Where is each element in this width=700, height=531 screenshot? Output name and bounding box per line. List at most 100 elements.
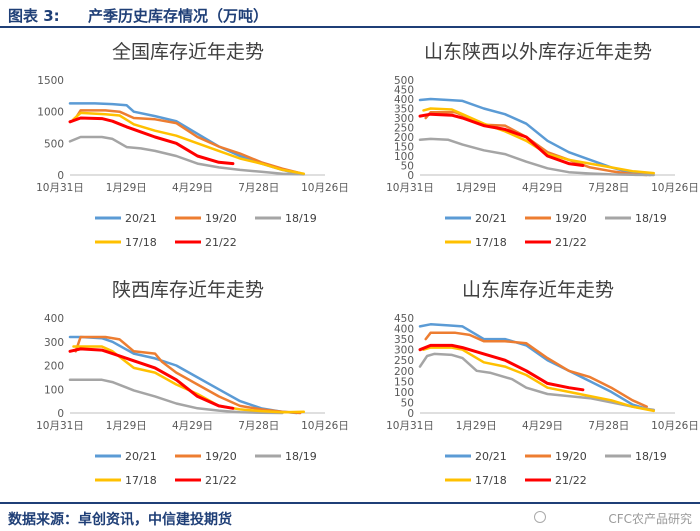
legend-label: 19/20 [205, 212, 237, 225]
y-tick-label: 0 [57, 170, 64, 182]
legend-label: 21/22 [555, 474, 587, 487]
data-source: 数据来源：卓创资讯，中信建投期货 [8, 512, 232, 528]
legend-label: 20/21 [125, 450, 157, 463]
series-line-17-18 [72, 111, 306, 175]
legend-item-19-20: 19/20 [525, 450, 587, 463]
y-tick-label: 350 [394, 104, 414, 116]
series-line-21-22 [418, 343, 585, 392]
legend-label: 19/20 [555, 450, 587, 463]
chart-title: 陕西库存近年走势 [112, 279, 264, 301]
x-tick-label: 4月29日 [172, 420, 213, 432]
legend-item-20-21: 20/21 [445, 212, 507, 225]
x-tick-label: 4月29日 [522, 182, 563, 194]
x-tick-label: 1月29日 [106, 420, 147, 432]
y-tick-label: 300 [394, 345, 414, 357]
y-tick-label: 1000 [37, 107, 64, 119]
y-tick-label: 400 [44, 313, 64, 325]
y-tick-label: 200 [394, 366, 414, 378]
series-line-18-19 [68, 135, 306, 176]
chart-panel-3: 陕西库存近年走势 0 100 200 300 400 10月31日 1月29日 4月29日 7月2… [36, 279, 349, 487]
y-tick-label: 500 [44, 138, 64, 150]
y-tick-label: 500 [394, 75, 414, 87]
y-tick-label: 200 [44, 361, 64, 373]
legend-label: 18/19 [285, 450, 317, 463]
y-tick-label: 300 [394, 113, 414, 125]
y-tick-label: 50 [401, 161, 414, 173]
y-tick-label: 100 [394, 151, 414, 163]
legend-item-19-20: 19/20 [175, 212, 237, 225]
x-tick-label: 10月31日 [36, 420, 84, 432]
y-tick-label: 0 [407, 408, 414, 420]
chart-panel-2: 山东陕西以外库存近年走势 0501001502002503003504004505… [386, 41, 699, 249]
y-tick-label: 450 [394, 313, 414, 325]
legend-item-18-19: 18/19 [255, 450, 317, 463]
y-tick-label: 150 [394, 376, 414, 388]
chart-title: 山东库存近年走势 [462, 279, 614, 301]
legend-item-18-19: 18/19 [605, 212, 667, 225]
series-line-18-19 [418, 352, 656, 412]
chart-title: 全国库存近年走势 [112, 41, 264, 63]
x-tick-label: 10月31日 [36, 182, 84, 194]
chart-title: 山东陕西以外库存近年走势 [424, 41, 652, 63]
legend-item-17-18: 17/18 [445, 236, 507, 249]
y-tick-label: 250 [394, 123, 414, 135]
x-tick-label: 10月31日 [386, 182, 434, 194]
x-tick-label: 4月29日 [172, 182, 213, 194]
x-tick-label: 7月28日 [238, 420, 279, 432]
legend-item-21-22: 21/22 [175, 474, 237, 487]
series-line-21-22 [68, 116, 235, 166]
series-line-19-20 [74, 335, 302, 415]
wechat-icon [534, 511, 546, 523]
x-tick-label: 10月26日 [301, 182, 349, 194]
legend-label: 18/19 [635, 212, 667, 225]
y-tick-label: 0 [407, 170, 414, 182]
x-tick-label: 7月28日 [588, 182, 629, 194]
series-line-17-18 [422, 346, 656, 413]
chart-panel-1: 全国库存近年走势 0 500 1000 1500 10月31日 1月29日 4月29日 7月28… [36, 41, 349, 249]
x-tick-label: 7月28日 [588, 420, 629, 432]
legend-item-18-19: 18/19 [605, 450, 667, 463]
legend-label: 17/18 [475, 474, 507, 487]
legend-item-20-21: 20/21 [95, 212, 157, 225]
x-tick-label: 1月29日 [456, 420, 497, 432]
series-line-18-19 [68, 378, 284, 415]
x-tick-label: 1月29日 [456, 182, 497, 194]
series-line-17-18 [72, 345, 306, 414]
y-tick-label: 400 [394, 94, 414, 106]
x-tick-label: 10月31日 [386, 420, 434, 432]
legend-item-17-18: 17/18 [445, 474, 507, 487]
legend-item-21-22: 21/22 [175, 236, 237, 249]
series-line-20-21 [418, 323, 648, 411]
legend-label: 20/21 [475, 212, 507, 225]
x-tick-label: 7月28日 [238, 182, 279, 194]
figure-footer: 数据来源：卓创资讯，中信建投期货 CFC农产品研究 [0, 502, 700, 531]
legend-item-20-21: 20/21 [445, 450, 507, 463]
legend-item-18-19: 18/19 [255, 212, 317, 225]
legend-label: 19/20 [555, 212, 587, 225]
series-line-19-20 [424, 331, 648, 408]
legend-item-20-21: 20/21 [95, 450, 157, 463]
legend-label: 18/19 [285, 212, 317, 225]
y-tick-label: 50 [401, 397, 414, 409]
figure-label: 图表 3: [8, 7, 60, 25]
legend-item-21-22: 21/22 [525, 474, 587, 487]
legend-label: 21/22 [555, 236, 587, 249]
legend-label: 20/21 [125, 212, 157, 225]
legend-label: 17/18 [125, 474, 157, 487]
figure-title: 产季历史库存情况（万吨） [88, 7, 269, 25]
y-tick-label: 100 [44, 384, 64, 396]
legend-item-21-22: 21/22 [525, 236, 587, 249]
y-tick-label: 200 [394, 132, 414, 144]
series-line-17-18 [422, 107, 656, 175]
series-line-21-22 [68, 347, 235, 410]
x-tick-label: 10月26日 [651, 182, 699, 194]
y-tick-label: 450 [394, 85, 414, 97]
x-tick-label: 10月26日 [651, 420, 699, 432]
series-line-21-22 [418, 112, 585, 167]
legend-label: 18/19 [635, 450, 667, 463]
legend-label: 21/22 [205, 474, 237, 487]
legend-item-19-20: 19/20 [525, 212, 587, 225]
figure-header: 图表 3: 产季历史库存情况（万吨） [0, 0, 700, 28]
